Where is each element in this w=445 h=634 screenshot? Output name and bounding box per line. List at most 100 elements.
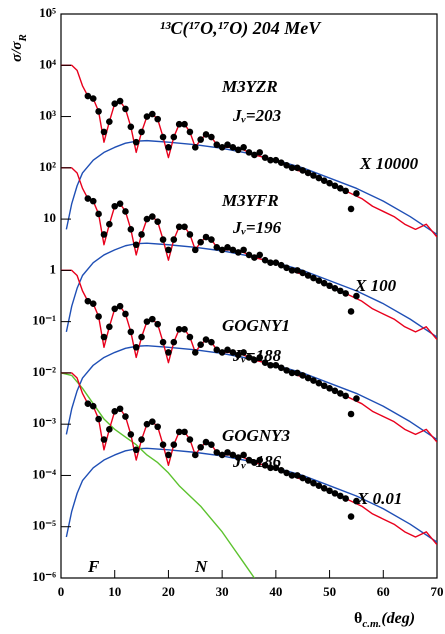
data-point xyxy=(326,179,333,187)
data-point xyxy=(320,382,328,390)
data-point xyxy=(202,131,210,138)
data-point xyxy=(111,202,119,210)
data-point xyxy=(149,315,156,323)
data-point xyxy=(154,218,161,225)
y-tick-label: 10⁻⁶ xyxy=(32,569,56,584)
data-point xyxy=(208,236,215,243)
data-point xyxy=(299,269,307,277)
data-point xyxy=(326,487,333,495)
data-point xyxy=(224,449,231,456)
data-point xyxy=(213,141,221,149)
data-point xyxy=(154,320,161,328)
data-point xyxy=(213,346,221,354)
data-point xyxy=(277,364,285,372)
data-point xyxy=(159,441,167,448)
data-point xyxy=(272,464,280,472)
data-point xyxy=(95,210,102,218)
plot-area xyxy=(61,64,437,578)
x-label-sub: c.m. xyxy=(362,618,381,630)
data-point xyxy=(191,451,199,459)
data-point xyxy=(181,223,188,231)
data-point xyxy=(191,144,199,151)
data-point xyxy=(175,428,183,436)
y-tick-label: 10² xyxy=(39,159,56,174)
data-point xyxy=(197,136,204,143)
data-point xyxy=(186,231,194,238)
data-point xyxy=(299,167,307,174)
data-point xyxy=(320,279,328,287)
data-point xyxy=(213,243,221,251)
annotation: GOGNY3 xyxy=(222,426,290,445)
data-point xyxy=(208,133,215,141)
annotation: Jᵥ=186 xyxy=(232,452,282,471)
data-point xyxy=(347,410,355,418)
data-point xyxy=(84,195,92,202)
data-point xyxy=(347,205,355,213)
data-point xyxy=(337,390,344,397)
data-point xyxy=(89,300,97,307)
data-point xyxy=(245,149,253,156)
data-point xyxy=(95,313,102,320)
data-point xyxy=(89,402,97,410)
data-point xyxy=(310,172,317,179)
y-tick-label: 10⁴ xyxy=(39,56,56,71)
data-point xyxy=(245,251,253,259)
data-point xyxy=(299,372,307,379)
data-point xyxy=(224,243,231,251)
data-point xyxy=(256,456,264,464)
data-point xyxy=(159,133,167,141)
data-point xyxy=(261,461,269,469)
data-point xyxy=(122,310,129,318)
data-point xyxy=(229,349,237,356)
data-point xyxy=(116,97,124,105)
data-point xyxy=(122,413,129,420)
chart-title: ¹³C(¹⁷O,¹⁷O) 204 MeV xyxy=(160,18,323,39)
data-point xyxy=(127,226,135,233)
data-point xyxy=(213,449,221,456)
data-point xyxy=(347,513,355,520)
data-point xyxy=(342,290,349,297)
data-point xyxy=(106,118,113,125)
data-point xyxy=(208,441,215,448)
data-point xyxy=(277,261,285,269)
data-point xyxy=(342,392,349,400)
data-point xyxy=(251,151,258,159)
data-point xyxy=(240,349,247,356)
data-point xyxy=(143,113,151,120)
data-point xyxy=(234,351,242,359)
data-point xyxy=(337,492,344,500)
data-point xyxy=(267,156,274,164)
annotation: M3YFR xyxy=(221,191,279,210)
data-point xyxy=(304,374,312,382)
data-point xyxy=(111,100,119,108)
annotation: Jᵥ=188 xyxy=(232,346,282,365)
data-point xyxy=(240,144,247,151)
data-point xyxy=(202,336,210,343)
data-point xyxy=(181,120,188,128)
annotation: F xyxy=(87,557,100,576)
data-point xyxy=(294,369,301,377)
data-point xyxy=(165,144,172,151)
plot-frame xyxy=(60,13,438,579)
data-point xyxy=(138,128,145,136)
data-point xyxy=(267,259,274,267)
x-tick-label: 10 xyxy=(108,584,121,599)
data-point xyxy=(337,185,344,192)
data-point xyxy=(315,482,323,490)
x-tick-label: 40 xyxy=(269,584,282,599)
data-point xyxy=(89,197,97,205)
y-tick-label: 1 xyxy=(50,261,57,276)
data-point xyxy=(175,223,183,231)
data-point xyxy=(100,231,108,238)
data-point xyxy=(315,174,323,182)
data-point xyxy=(304,169,312,177)
data-point xyxy=(127,328,135,336)
data-point xyxy=(181,428,188,436)
data-point xyxy=(294,267,301,274)
data-point xyxy=(106,323,113,331)
data-point xyxy=(116,302,124,310)
data-point xyxy=(304,272,312,279)
data-point xyxy=(261,359,269,367)
y-tick-label: 10⁻⁴ xyxy=(32,466,56,481)
